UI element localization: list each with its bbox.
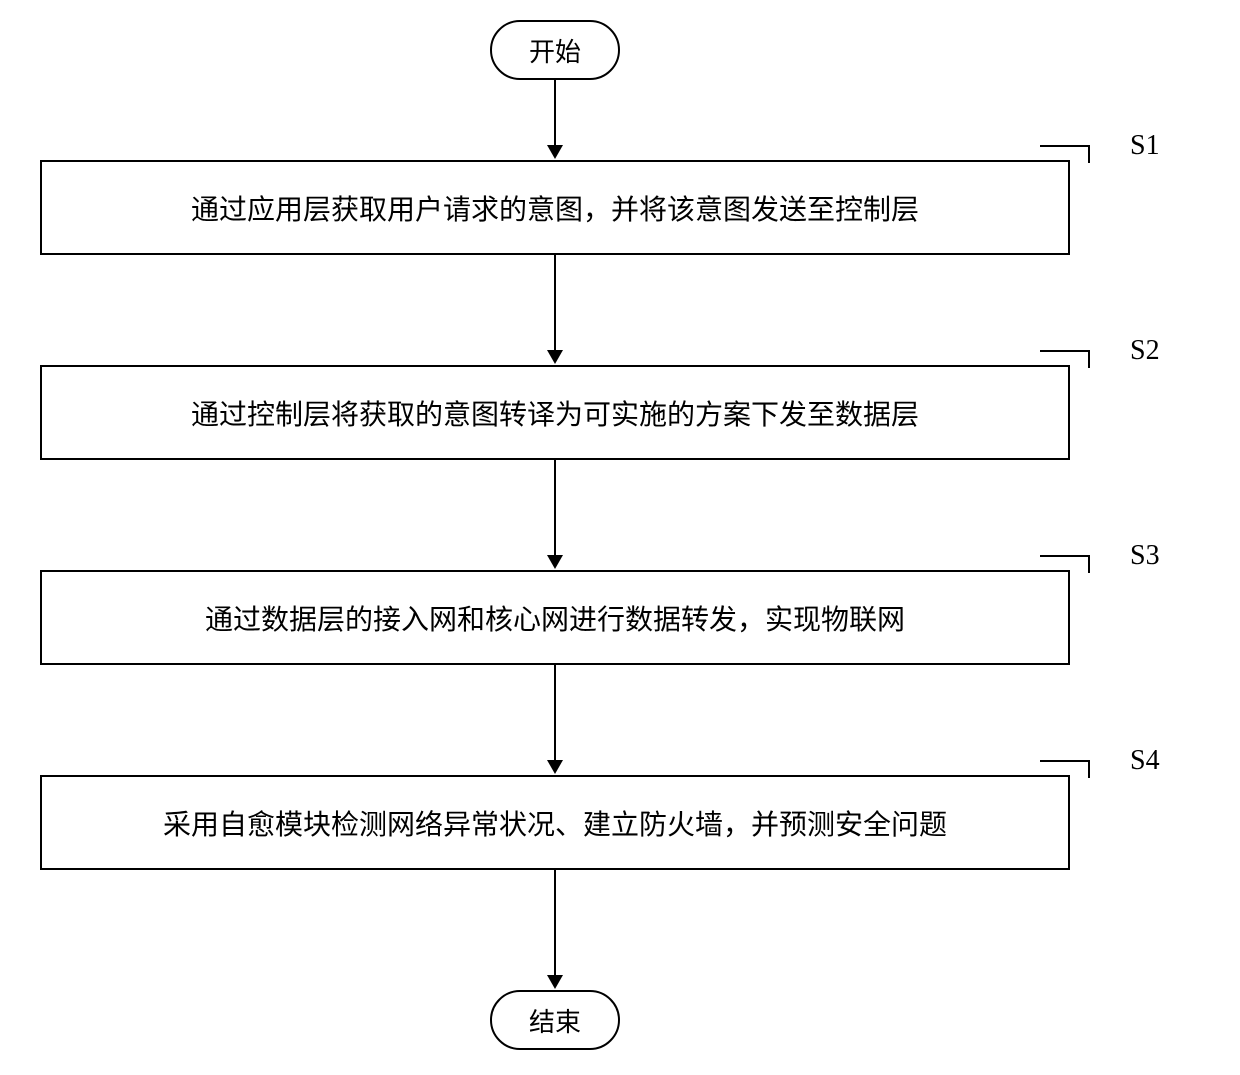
label-connector-3 [1040,555,1090,573]
terminal-start-label: 开始 [529,32,581,69]
arrow-line-5 [554,870,556,975]
arrow-line-2 [554,255,556,350]
terminal-end: 结束 [490,990,620,1050]
arrow-head-1 [547,145,563,159]
arrow-head-5 [547,975,563,989]
arrow-line-4 [554,665,556,760]
terminal-end-label: 结束 [529,1002,581,1039]
flowchart-container: 开始 通过应用层获取用户请求的意图，并将该意图发送至控制层 S1 通过控制层将获… [0,0,1240,1075]
arrow-line-1 [554,80,556,145]
label-connector-2 [1040,350,1090,368]
arrow-line-3 [554,460,556,555]
step-label-4: S4 [1130,745,1160,777]
process-step-3-text: 通过数据层的接入网和核心网进行数据转发，实现物联网 [205,598,905,638]
process-step-1-text: 通过应用层获取用户请求的意图，并将该意图发送至控制层 [191,188,919,228]
label-connector-1 [1040,145,1090,163]
step-label-3: S3 [1130,540,1160,572]
process-step-4: 采用自愈模块检测网络异常状况、建立防火墙，并预测安全问题 [40,775,1070,870]
arrow-head-3 [547,555,563,569]
process-step-2: 通过控制层将获取的意图转译为可实施的方案下发至数据层 [40,365,1070,460]
process-step-2-text: 通过控制层将获取的意图转译为可实施的方案下发至数据层 [191,393,919,433]
terminal-start: 开始 [490,20,620,80]
step-label-2: S2 [1130,335,1160,367]
process-step-1: 通过应用层获取用户请求的意图，并将该意图发送至控制层 [40,160,1070,255]
step-label-1: S1 [1130,130,1160,162]
process-step-4-text: 采用自愈模块检测网络异常状况、建立防火墙，并预测安全问题 [163,803,947,843]
label-connector-4 [1040,760,1090,778]
process-step-3: 通过数据层的接入网和核心网进行数据转发，实现物联网 [40,570,1070,665]
arrow-head-2 [547,350,563,364]
arrow-head-4 [547,760,563,774]
